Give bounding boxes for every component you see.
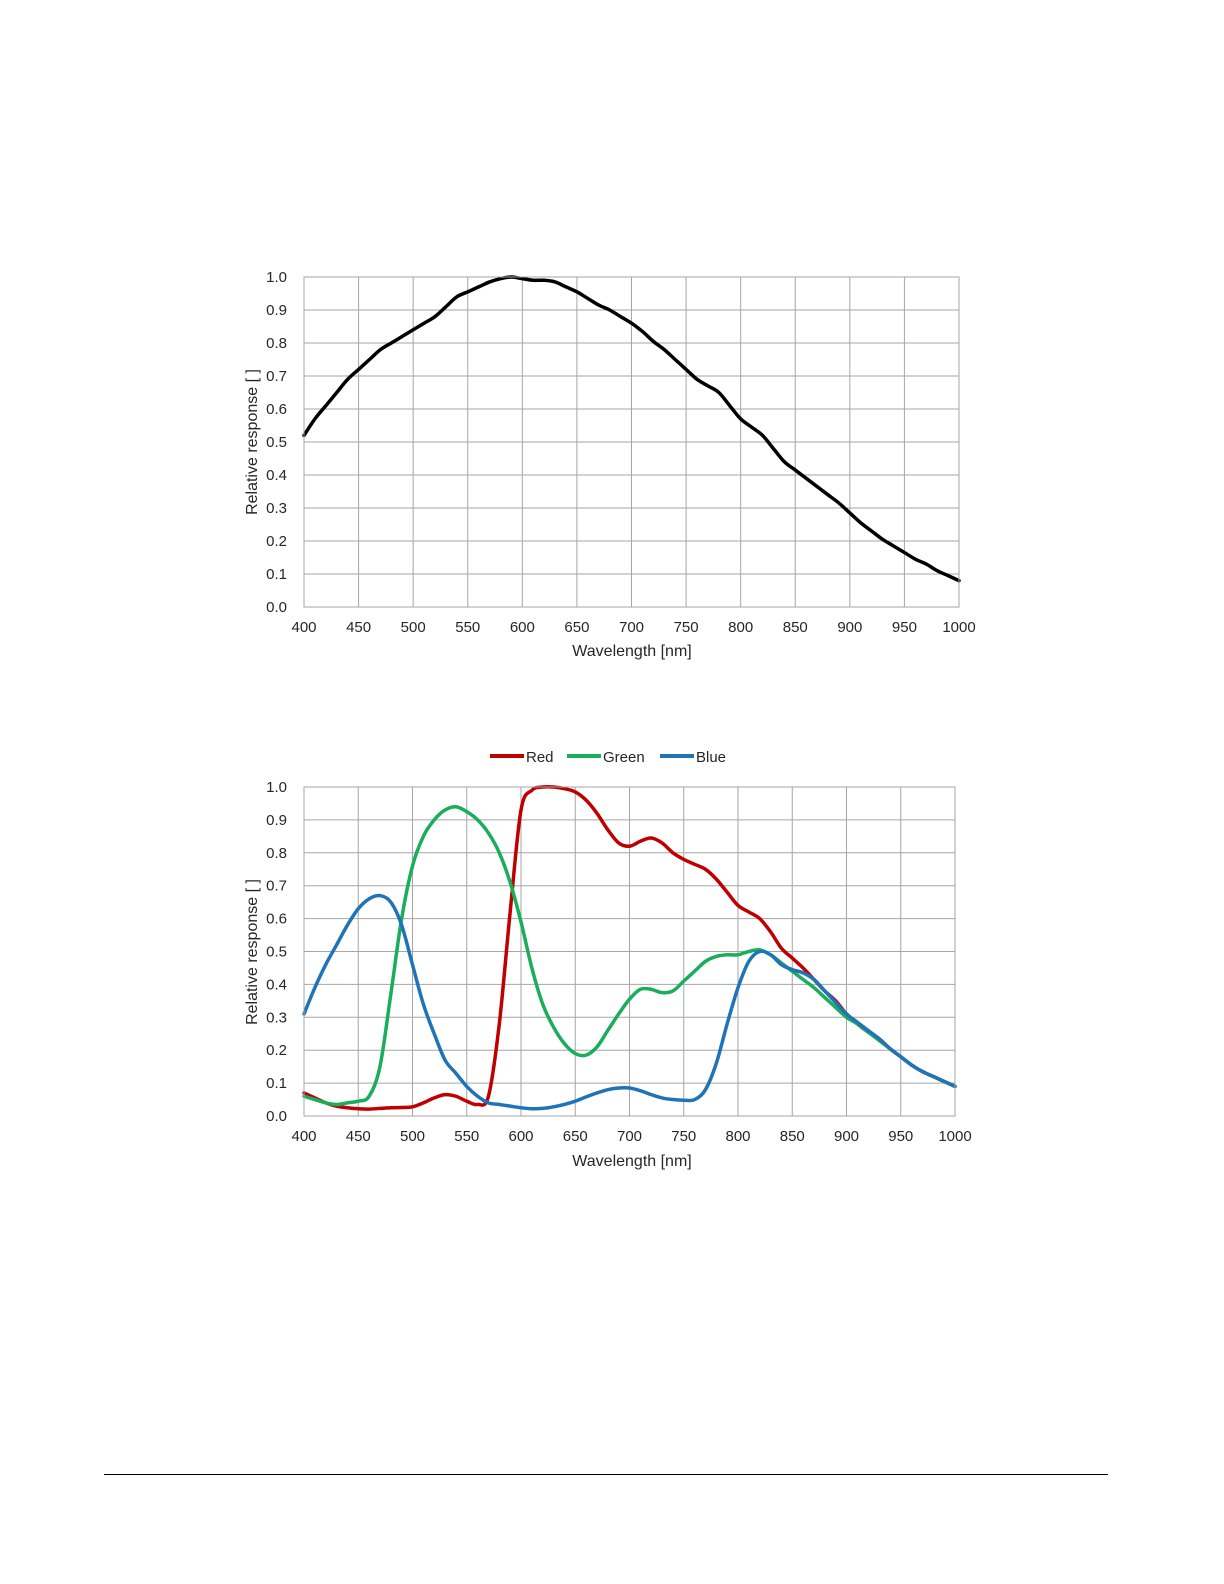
- series-group: [302, 784, 957, 1111]
- y-tick-label: 0.4: [266, 467, 287, 484]
- x-tick-label: 700: [617, 1128, 642, 1145]
- y-tick-label: 0.0: [266, 599, 287, 616]
- x-tick-labels: 400 450 500 550 600 650 700 750 800 850 900 950 1000: [291, 619, 975, 636]
- x-axis-title: Wavelength [nm]: [572, 1153, 691, 1170]
- plot-frame: [303, 786, 956, 1117]
- legend-label-red: Red: [526, 749, 554, 766]
- legend-label-blue: Blue: [696, 749, 726, 766]
- x-tick-label: 400: [291, 1128, 316, 1145]
- y-tick-label: 0.0: [266, 1108, 287, 1125]
- y-tick-label: 0.1: [266, 1075, 287, 1092]
- x-tick-label: 650: [564, 619, 589, 636]
- y-tick-label: 0.5: [266, 434, 287, 451]
- series-line-response: [302, 275, 961, 583]
- y-tick-label: 0.5: [266, 944, 287, 961]
- x-axis-title: Wavelength [nm]: [572, 643, 691, 660]
- x-tick-label: 850: [780, 1128, 805, 1145]
- x-tick-label: 500: [400, 1128, 425, 1145]
- y-tick-label: 0.2: [266, 1042, 287, 1059]
- series-line-green: [302, 804, 957, 1107]
- x-tick-label: 600: [508, 1128, 533, 1145]
- y-tick-label: 0.1: [266, 566, 287, 583]
- y-tick-label: 0.3: [266, 1009, 287, 1026]
- grid-lines: [304, 787, 955, 1116]
- x-tick-label: 500: [401, 619, 426, 636]
- y-tick-label: 1.0: [266, 779, 287, 796]
- x-tick-label: 800: [725, 1128, 750, 1145]
- x-tick-label: 550: [454, 1128, 479, 1145]
- x-tick-label: 1000: [938, 1128, 971, 1145]
- x-tick-label: 650: [563, 1128, 588, 1145]
- x-tick-label: 1000: [942, 619, 975, 636]
- x-tick-label: 600: [510, 619, 535, 636]
- y-tick-label: 0.9: [266, 812, 287, 829]
- x-tick-label: 450: [346, 1128, 371, 1145]
- y-tick-label: 0.4: [266, 976, 287, 993]
- x-tick-label: 950: [892, 619, 917, 636]
- x-tick-label: 750: [674, 619, 699, 636]
- x-tick-labels: 400 450 500 550 600 650 700 750 800 850 900 950 1000: [291, 1128, 971, 1145]
- legend-label-green: Green: [603, 749, 645, 766]
- y-tick-label: 0.3: [266, 500, 287, 517]
- y-tick-label: 0.7: [266, 878, 287, 895]
- x-tick-label: 950: [888, 1128, 913, 1145]
- y-tick-label: 0.8: [266, 335, 287, 352]
- y-axis-title: Relative response [ ]: [244, 879, 261, 1025]
- footer-rule: [104, 1474, 1108, 1475]
- mono-response-chart: 0.0 0.1 0.2 0.3 0.4 0.5 0.6 0.7 0.8 0.9 1.0 400 450…: [244, 269, 976, 660]
- x-tick-label: 900: [834, 1128, 859, 1145]
- x-tick-label: 700: [619, 619, 644, 636]
- y-tick-label: 0.6: [266, 401, 287, 418]
- y-tick-label: 0.6: [266, 911, 287, 928]
- y-tick-labels: 0.0 0.1 0.2 0.3 0.4 0.5 0.6 0.7 0.8 0.9 1.0: [266, 269, 287, 616]
- x-tick-label: 400: [291, 619, 316, 636]
- plot-frame: [303, 276, 960, 608]
- y-tick-label: 0.9: [266, 302, 287, 319]
- y-tick-label: 0.2: [266, 533, 287, 550]
- x-tick-label: 750: [671, 1128, 696, 1145]
- rgb-response-chart: Red Green Blue 0.00.10.20.30.40.50.60.70…: [244, 749, 972, 1170]
- x-tick-label: 800: [728, 619, 753, 636]
- x-tick-label: 900: [837, 619, 862, 636]
- y-tick-label: 1.0: [266, 269, 287, 286]
- y-tick-label: 0.8: [266, 845, 287, 862]
- x-tick-label: 550: [455, 619, 480, 636]
- y-tick-labels: 0.0 0.1 0.2 0.3 0.4 0.5 0.6 0.7 0.8 0.9 1.0: [266, 779, 287, 1125]
- legend: Red Green Blue: [490, 749, 726, 766]
- x-tick-label: 450: [346, 619, 371, 636]
- series-line-blue: [302, 893, 957, 1111]
- x-tick-label: 850: [783, 619, 808, 636]
- y-axis-title: Relative response [ ]: [244, 369, 261, 515]
- y-tick-label: 0.7: [266, 368, 287, 385]
- series-group: [302, 275, 961, 583]
